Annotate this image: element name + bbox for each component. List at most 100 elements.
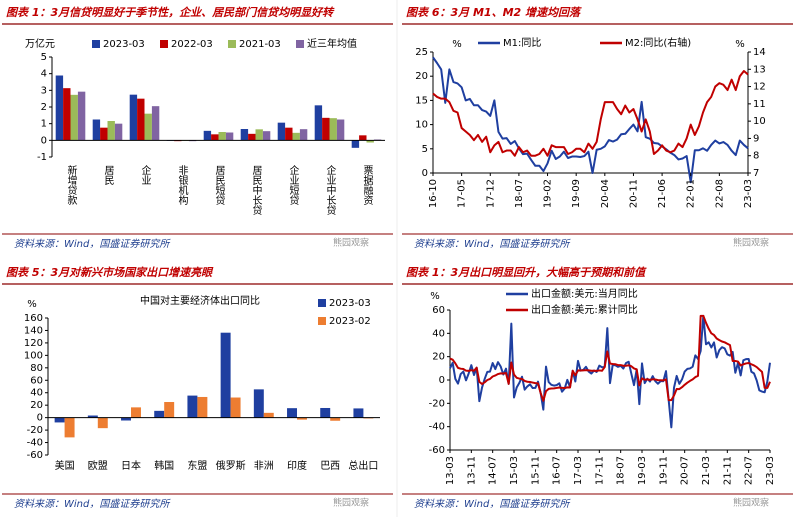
- line: [449, 314, 771, 429]
- y-tick-label: -20: [27, 425, 43, 436]
- panel-title: 图表 5：3月对新兴市场国家出口增速亮眼: [6, 266, 214, 279]
- bar: [292, 132, 300, 141]
- bar: [322, 117, 330, 141]
- watermark: 熊园观察: [333, 237, 369, 249]
- x-tick-label: 15-11: [530, 456, 541, 485]
- x-tick-label: 22-07: [744, 456, 755, 485]
- legend-label: M2:同比(右轴): [625, 36, 691, 49]
- legend-swatch: [296, 40, 304, 48]
- subtitle: 中国对主要经济体出口同比: [140, 294, 260, 307]
- x-tick-label: 巴西: [320, 460, 340, 472]
- y-tick-label: 100: [24, 350, 43, 361]
- x-tick-label: 东盟: [187, 459, 207, 472]
- y2-tick-label: 8: [753, 151, 759, 162]
- y-tick-label: 1: [41, 119, 47, 130]
- bar: [114, 123, 123, 141]
- y-tick-label: 0: [422, 168, 428, 179]
- y-axis-label: %: [452, 39, 462, 50]
- bar: [211, 134, 219, 141]
- y-axis-label: 万亿元: [25, 37, 55, 50]
- bar: [70, 94, 78, 141]
- x-tick-label: 16-07: [552, 456, 563, 485]
- y-tick-label: 120: [24, 338, 43, 349]
- bar: [320, 407, 331, 418]
- x-tick-label: 21-06: [657, 179, 668, 208]
- bar: [203, 130, 212, 141]
- bar: [77, 91, 86, 141]
- x-tick-label: 13-03: [445, 456, 456, 485]
- bar: [144, 113, 152, 141]
- x-tick-label: 企业中长贷: [324, 164, 336, 216]
- y-tick-label: -1: [37, 152, 47, 163]
- line: [432, 56, 749, 184]
- legend-swatch: [160, 40, 168, 48]
- x-tick-label: 15-03: [509, 456, 520, 485]
- y-tick-label: 5: [41, 52, 47, 63]
- bar: [314, 105, 323, 141]
- y2-tick-label: 9: [753, 133, 759, 144]
- bar: [220, 332, 231, 418]
- x-tick-label: 14-07: [488, 456, 499, 485]
- y2-tick-label: 14: [753, 47, 766, 58]
- bar: [151, 106, 160, 141]
- y-tick-label: 10: [415, 120, 428, 131]
- bar: [330, 417, 341, 421]
- panel-title: 图表 1：3月信贷明显好于季节性，企业、居民部门信贷均明显好转: [6, 6, 335, 19]
- y-tick-label: -40: [27, 438, 43, 449]
- x-tick-label: 居民短贷: [213, 165, 225, 206]
- bar: [329, 118, 337, 141]
- legend-label: 出口金额:美元:当月同比: [531, 287, 638, 300]
- y-tick-label: 80: [30, 363, 43, 374]
- y-tick-label: 40: [432, 328, 445, 339]
- y2-tick-label: 13: [753, 64, 766, 75]
- x-tick-label: 总出口: [348, 459, 378, 472]
- y2-tick-label: 7: [753, 168, 759, 179]
- y2-tick-label: 12: [753, 82, 766, 93]
- source: 资料来源：Wind，国盛证券研究所: [414, 498, 571, 510]
- bar: [87, 415, 98, 418]
- legend-swatch: [318, 299, 326, 307]
- x-tick-label: 欧盟: [88, 460, 108, 472]
- x-tick-label: 17-11: [594, 456, 605, 485]
- y-tick-label: -60: [27, 450, 43, 461]
- bar: [154, 410, 165, 418]
- source: 资料来源：Wind，国盛证券研究所: [14, 238, 171, 250]
- y-tick-label: 15: [415, 95, 428, 106]
- bar: [64, 417, 75, 438]
- bar: [353, 408, 364, 418]
- panel-title: 图表 6：3月 M1、M2 增速均回落: [406, 6, 582, 19]
- source: 资料来源：Wind，国盛证券研究所: [414, 238, 571, 250]
- x-tick-label: 21-11: [722, 456, 733, 485]
- bar: [137, 98, 145, 141]
- bar: [107, 121, 115, 141]
- bar: [92, 119, 101, 141]
- line: [432, 70, 749, 157]
- x-tick-label: 17-05: [457, 179, 468, 208]
- x-tick-label: 18-07: [514, 179, 525, 208]
- source: 资料来源：Wind，国盛证券研究所: [14, 498, 171, 510]
- x-tick-label: 22-08: [714, 179, 725, 208]
- y-tick-label: 25: [415, 47, 428, 58]
- bar: [262, 131, 271, 141]
- bar: [97, 417, 108, 429]
- legend-swatch: [318, 317, 326, 325]
- x-tick-label: 23-03: [743, 179, 754, 208]
- y-tick-label: 0: [41, 135, 47, 146]
- bar: [218, 132, 226, 141]
- legend-label: 2022-03: [171, 39, 213, 50]
- x-tick-label: 韩国: [154, 459, 174, 472]
- y-tick-label: 5: [422, 144, 428, 155]
- bar: [359, 135, 367, 141]
- bar: [230, 397, 241, 418]
- bar: [277, 122, 286, 141]
- bar: [55, 75, 64, 141]
- x-tick-label: 印度: [287, 459, 307, 472]
- x-tick-label: 新增贷款: [65, 164, 77, 206]
- bar: [131, 407, 141, 418]
- x-tick-label: 企业短贷: [287, 164, 299, 206]
- x-tick-label: 居民: [102, 165, 114, 186]
- bar: [253, 389, 264, 418]
- x-tick-label: 20-04: [600, 179, 611, 208]
- x-tick-label: 20-11: [628, 179, 639, 208]
- line: [449, 314, 771, 402]
